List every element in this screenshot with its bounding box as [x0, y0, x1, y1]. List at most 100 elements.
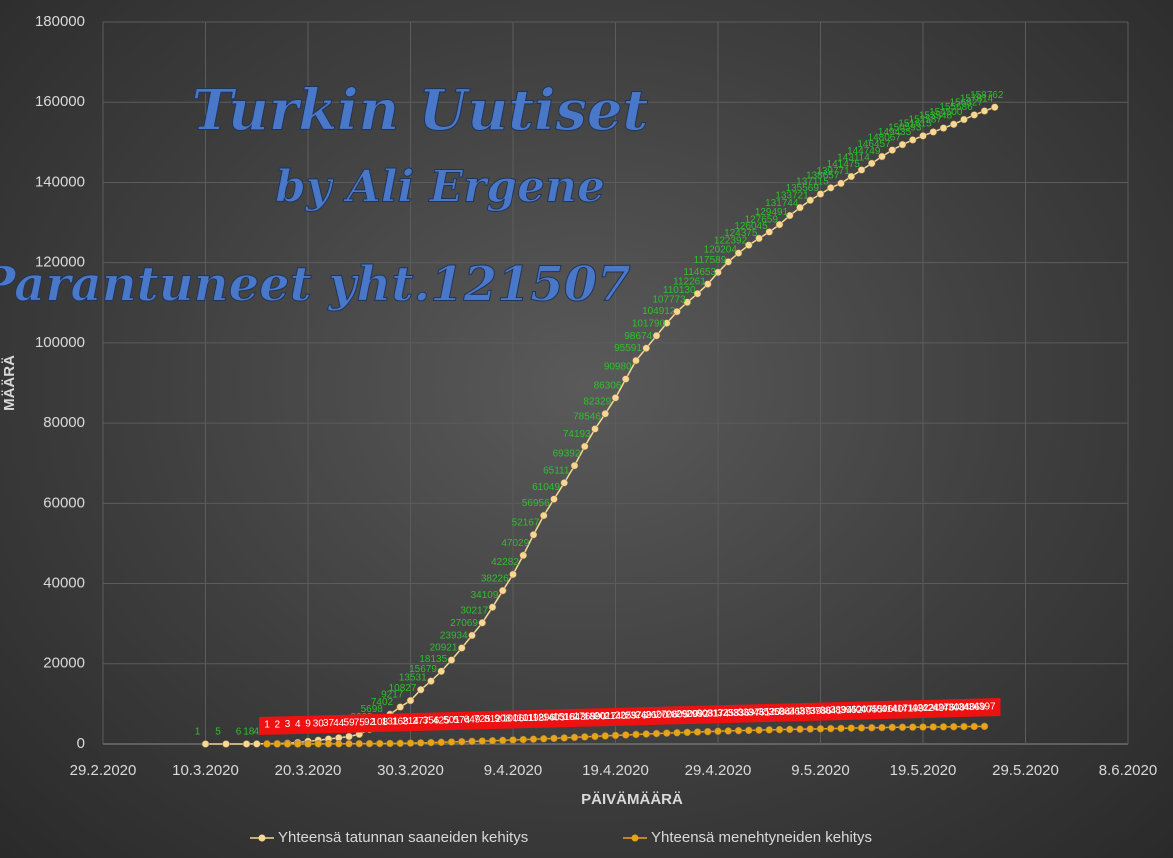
data-point: [837, 724, 845, 733]
data-point: [734, 726, 743, 735]
data-point: [663, 729, 671, 737]
data-point: [468, 631, 476, 640]
data-point: [365, 739, 374, 748]
data-label: 3397: [738, 708, 761, 719]
data-point: [755, 234, 763, 243]
data-label: 15679: [409, 664, 437, 675]
data-label: 3739: [799, 706, 822, 717]
data-point: [960, 115, 968, 124]
data-point: [540, 511, 548, 520]
data-point: [673, 728, 681, 737]
data-label: 127659: [745, 215, 779, 226]
data-label: 4397: [973, 702, 996, 713]
data-point: [898, 723, 907, 732]
data-point: [683, 298, 691, 307]
data-point: [447, 656, 456, 664]
data-label: 131744: [765, 198, 799, 209]
data-label: 4308: [943, 702, 966, 713]
data-point: [734, 249, 743, 257]
data-point: [816, 190, 825, 198]
data-label: 425: [433, 715, 450, 726]
data-label: 133721: [775, 190, 809, 201]
data-label: 4055: [861, 704, 884, 715]
data-label: 101790: [632, 318, 666, 329]
data-point: [222, 740, 230, 748]
data-label: 4096: [871, 704, 894, 715]
data-label: 1296: [533, 713, 556, 724]
x-tick-label: 9.5.2020: [791, 762, 849, 779]
data-label: 104912: [642, 306, 676, 317]
data-label: 501: [443, 715, 460, 726]
data-point: [898, 140, 907, 149]
data-point: [601, 732, 609, 740]
data-label: 149435: [878, 127, 912, 138]
data-point: [765, 228, 773, 236]
data-label: 214: [402, 716, 419, 727]
x-tick-label: 19.5.2020: [890, 762, 957, 779]
data-label: 4369: [963, 702, 986, 713]
data-label: 4222: [912, 703, 935, 714]
data-label: 10827: [389, 683, 417, 694]
x-tick-label: 29.2.2020: [70, 762, 137, 779]
data-label: 108: [371, 717, 388, 728]
data-label: 86306: [594, 380, 622, 391]
data-label: 1: [195, 727, 201, 738]
data-point: [417, 739, 425, 747]
data-point: [652, 729, 661, 738]
data-label: 1769: [574, 712, 597, 723]
data-point: [642, 730, 650, 738]
y-axis-label: MÄÄRÄ: [1, 355, 18, 411]
data-label: 1101: [512, 713, 534, 724]
data-point: [427, 738, 435, 747]
data-label: 143114: [837, 153, 870, 164]
data-label: 156827: [950, 98, 984, 109]
data-label: 13531: [399, 672, 427, 683]
data-label: 3461: [748, 707, 771, 718]
data-point: [458, 644, 466, 652]
data-label: 95591: [614, 343, 642, 354]
data-point: [755, 726, 763, 734]
data-label: 107773: [652, 294, 686, 305]
data-label: 7402: [371, 697, 394, 708]
data-point: [970, 111, 978, 119]
annotation: Parantuneet yht.121507: [0, 257, 631, 313]
data-point: [847, 724, 855, 732]
data-point: [693, 728, 702, 736]
data-point: [550, 734, 558, 743]
y-tick-label: 60000: [43, 494, 85, 511]
data-label: 23934: [440, 631, 468, 642]
x-axis-label: PÄIVÄMÄÄRÄ: [581, 791, 683, 808]
data-point: [714, 268, 722, 277]
data-label: 42282: [491, 557, 519, 568]
data-point: [724, 258, 732, 266]
data-point: [294, 740, 302, 748]
data-point: [868, 723, 876, 732]
data-label: 138657: [806, 170, 840, 181]
data-point: [642, 344, 650, 352]
data-point: [673, 307, 681, 316]
y-tick-label: 0: [77, 735, 85, 752]
data-label: 61049: [532, 482, 560, 493]
data-point: [386, 739, 394, 748]
data-point: [704, 280, 712, 288]
data-point: [980, 722, 989, 731]
data-point: [652, 331, 661, 340]
data-label: 69392: [553, 448, 581, 459]
data-label: 2376: [625, 710, 648, 721]
data-point: [745, 726, 753, 735]
data-point: [786, 725, 794, 734]
data-point: [529, 735, 538, 743]
y-tick-label: 180000: [35, 13, 85, 30]
data-label: 65111: [543, 465, 570, 476]
data-point: [355, 739, 363, 748]
data-label: 146457: [857, 139, 891, 150]
data-point: [929, 723, 937, 731]
data-point: [591, 425, 599, 433]
data-label: 574: [453, 715, 470, 726]
data-label: 59: [343, 718, 355, 729]
y-tick-label: 100000: [35, 334, 85, 351]
data-point: [632, 730, 640, 739]
data-label: 2: [274, 719, 280, 730]
data-point: [447, 738, 456, 746]
